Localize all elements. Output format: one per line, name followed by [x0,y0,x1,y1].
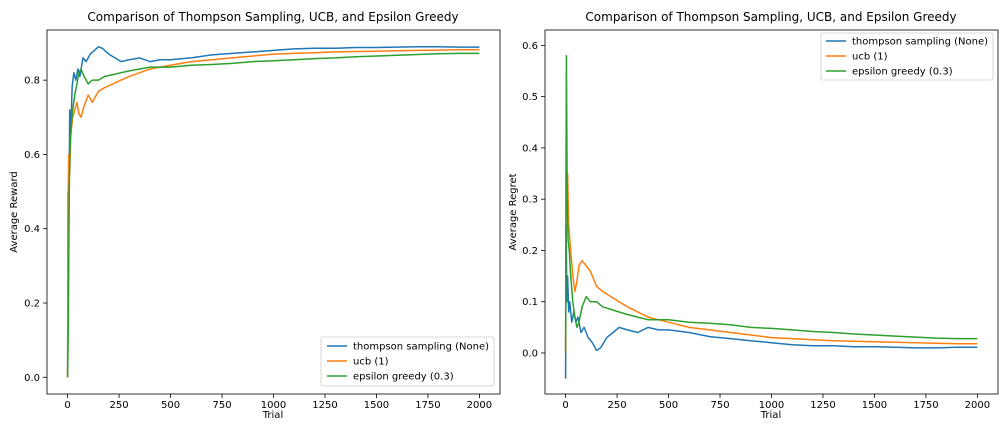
x-tick-label: 0 [562,400,568,411]
x-tick-label: 500 [659,400,678,411]
legend-label-epsilon: epsilon greedy (0.3) [353,372,454,383]
legend: thompson sampling (None) ucb (1) epsilon… [820,32,994,81]
regret-series-lines [564,54,978,379]
x-tick-label: 250 [110,400,129,411]
y-tick-label: 0.4 [24,224,40,235]
y-ticks: 0.0 0.1 0.2 0.3 0.4 0.5 0.6 [522,41,545,359]
series-line-epsilon-greedy-0-3 [66,52,480,378]
y-tick-label: 0.2 [24,299,40,310]
y-tick-label: 0.0 [522,348,538,359]
x-tick-label: 1250 [312,400,337,411]
x-ticks: 0 250 500 750 1000 1250 1500 1750 2000 [64,394,492,411]
x-tick-label: 1750 [415,400,440,411]
x-tick-label: 250 [608,400,627,411]
x-tick-label: 2000 [965,400,990,411]
x-tick-label: 2000 [467,400,492,411]
x-ticks: 0 250 500 750 1000 1250 1500 1750 2000 [562,394,990,411]
y-tick-label: 0.4 [522,143,538,154]
y-tick-label: 0.2 [522,246,538,257]
x-tick-label: 1500 [862,400,887,411]
x-tick-label: 1000 [261,400,286,411]
series-line-thompson-sampling-none [564,224,978,379]
chart-title: Comparison of Thompson Sampling, UCB, an… [585,10,956,24]
reward-chart: Comparison of Thompson Sampling, UCB, an… [9,10,501,421]
x-axis-label: Trial [262,410,283,421]
series-line-epsilon-greedy-0-3 [564,54,978,354]
y-tick-label: 0.6 [24,150,40,161]
legend-label-epsilon: epsilon greedy (0.3) [852,67,953,78]
x-tick-label: 750 [212,400,231,411]
x-tick-label: 1000 [759,400,784,411]
legend-box [820,32,994,81]
x-tick-label: 1500 [364,400,389,411]
chart-title: Comparison of Thompson Sampling, UCB, an… [87,10,458,24]
x-tick-label: 1250 [810,400,835,411]
legend-label-ucb: ucb (1) [353,357,389,368]
legend-box [320,336,495,387]
series-line-ucb-1 [564,121,978,354]
y-tick-label: 0.8 [24,76,40,87]
y-tick-label: 0.1 [522,297,538,308]
regret-chart: Comparison of Thompson Sampling, UCB, an… [508,10,999,421]
series-line-thompson-sampling-none [66,45,480,378]
legend: thompson sampling (None) ucb (1) epsilon… [320,336,495,387]
y-tick-label: 0.3 [522,195,538,206]
y-axis-label: Average Reward [9,171,20,252]
reward-series-lines [66,45,480,378]
legend-label-thompson: thompson sampling (None) [852,37,988,48]
y-tick-label: 0.5 [522,92,538,103]
y-tick-label: 0.6 [522,41,538,52]
x-tick-label: 1750 [913,400,938,411]
x-tick-label: 500 [161,400,180,411]
legend-label-thompson: thompson sampling (None) [353,342,489,353]
y-ticks: 0.0 0.2 0.4 0.6 0.8 [24,76,47,384]
legend-label-ucb: ucb (1) [852,52,888,63]
x-tick-label: 750 [710,400,729,411]
series-line-ucb-1 [66,48,480,378]
y-tick-label: 0.0 [24,373,40,384]
x-tick-label: 0 [64,400,70,411]
y-axis-label: Average Regret [508,173,519,250]
x-axis-label: Trial [760,410,781,421]
